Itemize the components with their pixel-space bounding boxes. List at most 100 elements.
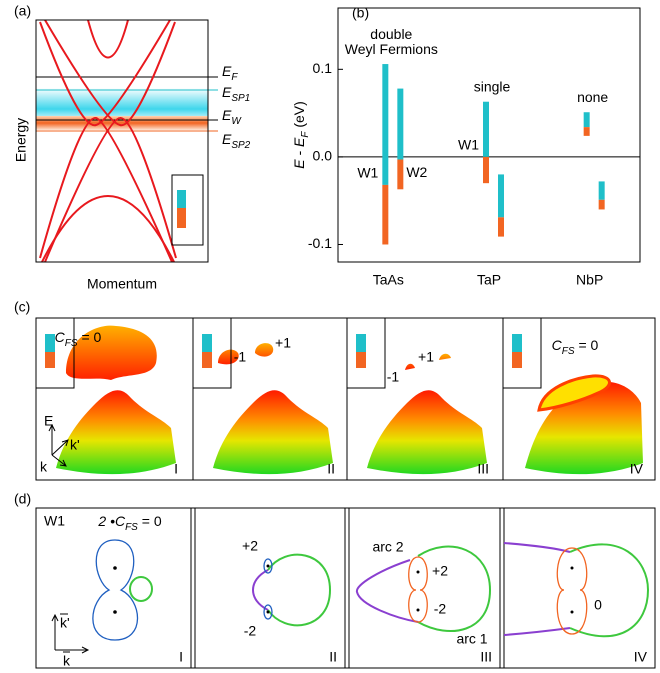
annotation: arc 2 <box>372 539 403 555</box>
label-part: = 0 <box>78 329 102 345</box>
axis-label: k <box>40 459 48 475</box>
axis-label: k' <box>70 437 80 453</box>
panel-numeral: I <box>179 649 183 665</box>
arc <box>418 547 490 632</box>
bar-lower <box>584 127 590 136</box>
annotation: -2 <box>244 623 257 639</box>
inset-bar <box>356 334 366 352</box>
y-tick-label: 0.1 <box>313 60 333 76</box>
series-label: W2 <box>406 164 427 180</box>
annotation: -1 <box>387 369 400 385</box>
axis-label: k' <box>60 615 70 631</box>
contour <box>130 577 152 601</box>
weyl-point <box>571 567 574 570</box>
y-tick-label: 0.0 <box>313 148 333 164</box>
label-part: FS <box>65 338 78 349</box>
annotation: -1 <box>234 349 247 365</box>
label-part: F <box>231 72 238 83</box>
panel-numeral: IV <box>630 461 644 477</box>
bar-upper <box>397 89 403 160</box>
bar-lower <box>498 217 504 236</box>
axis-label: E <box>44 413 53 429</box>
panel-numeral: III <box>477 461 489 477</box>
bar-upper <box>483 102 489 157</box>
weyl-point <box>113 610 117 614</box>
annotation: W1 <box>44 513 65 529</box>
inset-bar <box>177 190 186 208</box>
label-part: = 0 <box>575 337 599 353</box>
label-part: E - E <box>291 137 307 169</box>
level-label: EW <box>222 107 242 127</box>
panel-numeral: III <box>480 649 492 665</box>
panel-label: (a) <box>14 3 31 19</box>
inset-bar <box>45 334 55 352</box>
inset-bar <box>202 334 212 352</box>
surface-panel <box>503 318 643 474</box>
panel-label: (c) <box>14 299 30 315</box>
weyl-point <box>267 565 270 568</box>
band <box>45 118 176 262</box>
arc <box>253 570 268 610</box>
inset-bar <box>202 352 212 368</box>
bar-lower <box>382 185 388 245</box>
y-axis-label: Energy <box>13 118 29 162</box>
contour <box>409 557 428 622</box>
cyan-band <box>36 88 208 118</box>
series-label: W1 <box>458 137 479 153</box>
arc <box>268 555 330 626</box>
panel-label: (b) <box>352 5 369 21</box>
label-part: (eV) <box>291 101 307 131</box>
inset-bar <box>45 352 55 368</box>
label-part: SP1 <box>231 93 250 104</box>
x-tick-label: TaP <box>477 272 501 288</box>
inset-frame <box>172 175 203 245</box>
group-label: Weyl Fermions <box>345 41 438 57</box>
weyl-point <box>113 566 117 570</box>
weyl-point <box>571 611 574 614</box>
label-part: W <box>231 116 242 127</box>
x-tick-label: TaAs <box>373 272 404 288</box>
bar-upper <box>599 181 605 199</box>
bar-lower <box>599 200 605 210</box>
axis-label: k <box>63 653 71 669</box>
surface <box>56 390 176 474</box>
weyl-point <box>267 611 270 614</box>
label-part: = 0 <box>138 513 162 529</box>
annotation: +2 <box>242 538 258 554</box>
weyl-point <box>417 609 420 612</box>
annotation: 2 •CFS = 0 <box>97 513 161 533</box>
surface-panel <box>347 318 487 474</box>
label-part: 2 •C <box>97 513 126 529</box>
band-diagram <box>36 20 218 262</box>
annotation: 0 <box>594 597 602 613</box>
band <box>42 196 174 262</box>
bar-lower <box>483 157 489 183</box>
weyl-point <box>417 571 420 574</box>
annotation: arc 1 <box>456 631 487 647</box>
group-label: single <box>474 78 511 94</box>
panel-numeral: I <box>174 461 178 477</box>
panel-numeral: II <box>329 649 337 665</box>
x-axis-label: Momentum <box>87 276 157 292</box>
level-label: ESP2 <box>222 131 251 151</box>
label-part: SP2 <box>231 140 250 151</box>
contour <box>557 548 586 634</box>
inset-bar <box>356 352 366 368</box>
y-tick-label: -0.1 <box>308 235 332 251</box>
group-label: double <box>370 26 412 42</box>
surface <box>213 390 333 474</box>
annotation: +1 <box>418 349 434 365</box>
band <box>88 20 128 58</box>
k-axes <box>52 615 88 653</box>
annotation: -2 <box>434 601 447 617</box>
panel-numeral: IV <box>634 649 648 665</box>
bar-upper <box>498 174 504 217</box>
inset-bar <box>177 208 186 228</box>
panel-numeral: II <box>327 461 335 477</box>
label-part: FS <box>125 522 138 533</box>
annotation: CFS = 0 <box>552 337 599 357</box>
band <box>40 118 172 262</box>
bar-lower <box>397 160 403 190</box>
bar-upper <box>382 64 388 185</box>
annotation: +2 <box>432 563 448 579</box>
